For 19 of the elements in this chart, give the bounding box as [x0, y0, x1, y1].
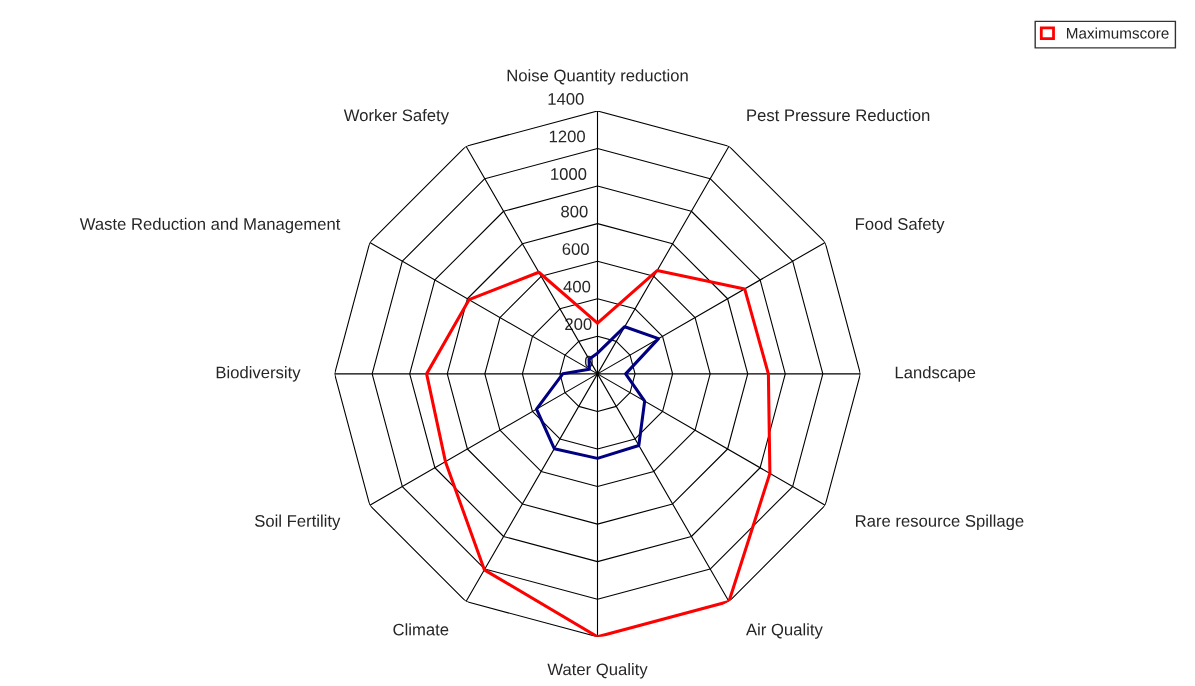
y-tick-label: 800 — [561, 205, 588, 218]
spoke-label: Rare resource Spillage — [856, 514, 1024, 531]
y-tick-label: 1200 — [549, 130, 585, 143]
spoke-label: Noise Quantity reduction — [507, 69, 688, 85]
spoke-label: Climate — [393, 623, 449, 636]
y-tick-label: 400 — [563, 280, 591, 293]
spoke-label: Food Safety — [856, 217, 945, 234]
y-tick-label: 1000 — [551, 168, 587, 180]
spoke-label: Worker Safety — [343, 108, 450, 125]
spoke-label: Waste Reduction and Management — [79, 217, 341, 234]
spoke-label: Water Quality — [547, 663, 648, 679]
y-tick-label: 600 — [562, 243, 589, 255]
spoke-label: Soil Fertility — [254, 514, 341, 531]
spoke-label: Biodiversity — [216, 366, 301, 382]
spoke-label: Landscape — [895, 366, 976, 382]
y-tick-label: 1400 — [548, 93, 584, 105]
legend-label: Maximumscore — [1066, 27, 1169, 39]
spoke-label: Pest Pressure Reduction — [747, 108, 930, 122]
spoke-label: Air Quality — [746, 623, 823, 639]
